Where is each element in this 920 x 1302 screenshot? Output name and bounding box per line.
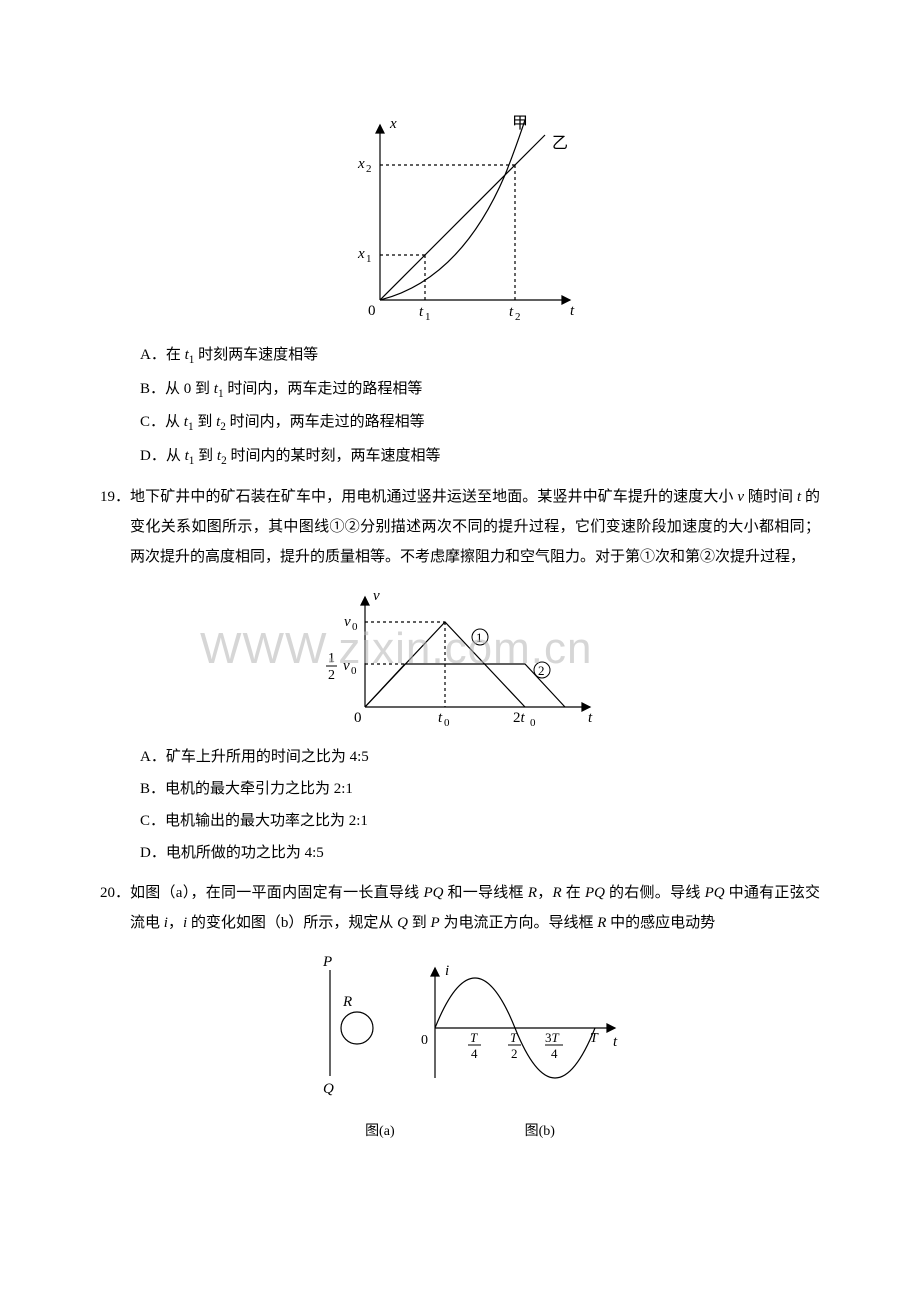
svg-text:1: 1 bbox=[366, 253, 372, 265]
option-18-a: A．在 t1 时刻两车速度相等 bbox=[140, 340, 820, 372]
svg-text:2: 2 bbox=[515, 311, 521, 323]
fig3b-origin-label: 0 bbox=[421, 1033, 428, 1048]
fig2-y-axis-label: v bbox=[373, 588, 380, 604]
fig2-origin-label: 0 bbox=[354, 710, 362, 726]
fig3b-caption: 图(b) bbox=[525, 1118, 555, 1146]
fig3b-x-axis-label: t bbox=[613, 1034, 618, 1050]
svg-text:2t: 2t bbox=[513, 710, 526, 726]
q19-text: 地下矿井中的矿石装在矿车中，用电机通过竖井运送至地面。某竖井中矿车提升的速度大小… bbox=[130, 482, 820, 572]
question-19: 19． 地下矿井中的矿石装在矿车中，用电机通过竖井运送至地面。某竖井中矿车提升的… bbox=[100, 482, 820, 572]
option-19-c: C．电机输出的最大功率之比为 2:1 bbox=[140, 806, 820, 836]
option-19-d: D．电机所做的功之比为 4:5 bbox=[140, 838, 820, 868]
option-19-a: A．矿车上升所用的时间之比为 4:5 bbox=[140, 742, 820, 772]
svg-text:0: 0 bbox=[351, 665, 357, 677]
q20-number: 20． bbox=[100, 878, 130, 908]
fig1-x-axis-label: t bbox=[570, 303, 575, 319]
fig3a-Q-label: Q bbox=[323, 1081, 334, 1097]
option-19-b: B．电机的最大牵引力之比为 2:1 bbox=[140, 774, 820, 804]
figure-19-container: v t 0 v 0 1 2 v 0 t 0 2t 0 1 2 bbox=[100, 582, 820, 732]
svg-text:1: 1 bbox=[328, 651, 335, 666]
fig1-jia-label: 甲 bbox=[512, 115, 528, 132]
svg-text:v: v bbox=[343, 658, 350, 674]
svg-text:0: 0 bbox=[444, 717, 450, 729]
fig1-origin-label: 0 bbox=[368, 303, 376, 319]
fig2-label-2: 2 bbox=[538, 663, 545, 678]
option-18-b: B．从 0 到 t1 时间内，两车走过的路程相等 bbox=[140, 374, 820, 406]
svg-text:0: 0 bbox=[352, 621, 358, 633]
figure-20-container: P Q R i t 0 T 4 T 2 3T 4 T bbox=[100, 948, 820, 1108]
options-18: A．在 t1 时刻两车速度相等 B．从 0 到 t1 时间内，两车走过的路程相等… bbox=[100, 340, 820, 472]
fig3b-y-axis-label: i bbox=[445, 963, 449, 979]
question-20: 20． 如图（a），在同一平面内固定有一长直导线 PQ 和一导线框 R，R 在 … bbox=[100, 878, 820, 938]
figure-19-chart: v t 0 v 0 1 2 v 0 t 0 2t 0 1 2 bbox=[310, 582, 610, 732]
q19-number: 19． bbox=[100, 482, 130, 512]
svg-text:1: 1 bbox=[425, 311, 431, 323]
fig2-label-1: 1 bbox=[476, 630, 483, 645]
fig3a-R-label: R bbox=[342, 994, 352, 1010]
q20-text: 如图（a），在同一平面内固定有一长直导线 PQ 和一导线框 R，R 在 PQ 的… bbox=[130, 878, 820, 938]
svg-text:2: 2 bbox=[366, 163, 372, 175]
figure-20-captions: 图(a) 图(b) bbox=[100, 1118, 820, 1146]
options-19: A．矿车上升所用的时间之比为 4:5 B．电机的最大牵引力之比为 2:1 C．电… bbox=[100, 742, 820, 868]
fig1-t1-label: t bbox=[419, 304, 424, 320]
fig2-x-axis-label: t bbox=[588, 710, 593, 726]
fig1-y-axis-label: x bbox=[389, 116, 397, 132]
svg-text:2: 2 bbox=[511, 1046, 518, 1061]
figure-20-chart: P Q R i t 0 T 4 T 2 3T 4 T bbox=[285, 948, 635, 1108]
figure-18-chart: x t 0 x 1 x 2 t 1 t 2 甲 乙 bbox=[330, 110, 590, 330]
svg-text:0: 0 bbox=[530, 717, 536, 729]
fig1-t2-label: t bbox=[509, 304, 514, 320]
svg-text:T: T bbox=[590, 1031, 599, 1046]
svg-text:4: 4 bbox=[551, 1046, 558, 1061]
svg-text:2: 2 bbox=[328, 668, 335, 683]
svg-text:T: T bbox=[470, 1030, 478, 1045]
fig3a-caption: 图(a) bbox=[365, 1118, 395, 1146]
fig2-v0-label: v bbox=[344, 614, 351, 630]
option-18-c: C．从 t1 到 t2 时间内，两车走过的路程相等 bbox=[140, 407, 820, 439]
fig3a-P-label: P bbox=[322, 954, 332, 970]
fig2-t0-label: t bbox=[438, 710, 443, 726]
figure-18-container: x t 0 x 1 x 2 t 1 t 2 甲 乙 bbox=[100, 110, 820, 330]
fig1-x2-label: x bbox=[357, 156, 365, 172]
svg-text:3T: 3T bbox=[545, 1030, 560, 1045]
fig1-x1-label: x bbox=[357, 246, 365, 262]
option-18-d: D．从 t1 到 t2 时间内的某时刻，两车速度相等 bbox=[140, 441, 820, 473]
svg-text:4: 4 bbox=[471, 1046, 478, 1061]
fig1-yi-label: 乙 bbox=[552, 135, 568, 152]
svg-text:T: T bbox=[510, 1030, 518, 1045]
